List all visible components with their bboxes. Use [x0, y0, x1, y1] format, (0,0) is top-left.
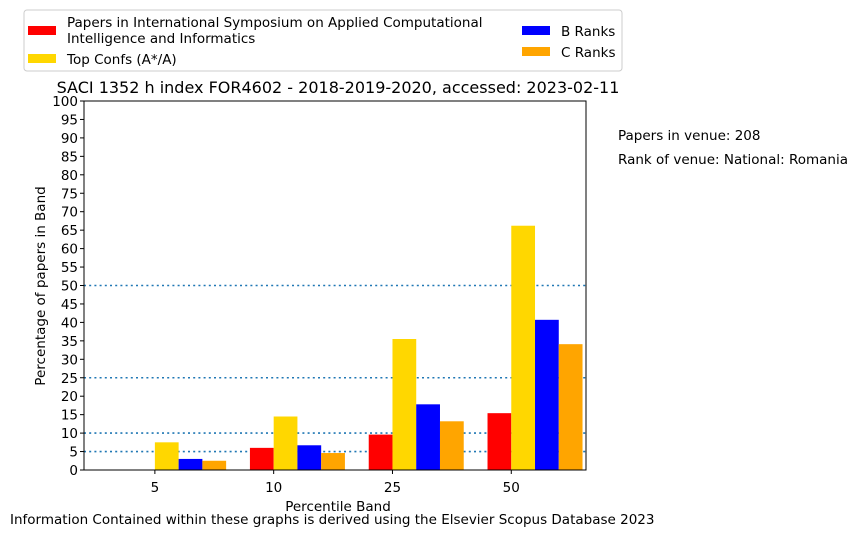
y-tick-label: 75: [61, 186, 78, 202]
y-tick-label: 35: [61, 334, 78, 350]
legend-label-c: C Ranks: [561, 45, 615, 61]
y-tick-label: 40: [61, 315, 78, 331]
y-tick-label: 95: [61, 112, 78, 128]
bar-venue-25: [368, 434, 393, 470]
bar-venue-50: [487, 413, 512, 470]
y-tick-label: 10: [61, 426, 78, 442]
bar-top-25: [392, 339, 417, 470]
bar-b-5: [178, 458, 203, 470]
y-tick-label: 50: [61, 279, 78, 295]
y-tick-label: 85: [61, 149, 78, 165]
y-tick-label: 20: [61, 389, 78, 405]
legend-swatch-top: [28, 54, 56, 63]
y-tick-label: 90: [61, 131, 78, 147]
x-tick-label: 5: [151, 480, 160, 496]
legend-label-venue-line2: Intelligence and Informatics: [67, 31, 255, 47]
bar-c-5: [202, 460, 227, 470]
y-tick-label: 55: [61, 260, 78, 276]
bar-venue-10: [249, 447, 274, 470]
y-tick-label: 65: [61, 223, 78, 239]
source-footer: Information Contained within these graph…: [10, 512, 654, 528]
bar-c-25: [439, 421, 464, 470]
y-tick-label: 70: [61, 205, 78, 221]
x-axis-label: Percentile Band: [285, 499, 391, 515]
bar-b-25: [416, 404, 440, 470]
y-tick-label: 5: [69, 445, 78, 461]
y-tick-label: 45: [61, 297, 78, 313]
y-tick-label: 25: [61, 371, 78, 387]
x-tick-label: 50: [503, 480, 520, 496]
y-tick-label: 30: [61, 352, 78, 368]
bar-top-5: [154, 442, 179, 470]
bar-top-10: [273, 416, 298, 470]
venue-rank-note: Rank of venue: National: Romania: [618, 152, 848, 168]
x-axis-ticks: 5 10 25 50: [151, 470, 520, 496]
y-tick-label: 0: [69, 463, 78, 479]
y-axis-label: Percentage of papers in Band: [33, 186, 49, 385]
x-tick-label: 25: [384, 480, 401, 496]
legend-label-b: B Ranks: [561, 24, 615, 40]
bar-b-10: [297, 445, 322, 470]
legend-swatch-venue: [28, 26, 56, 35]
legend: Papers in International Symposium on App…: [23, 9, 623, 72]
legend-label-top: Top Confs (A*/A): [66, 52, 177, 68]
y-tick-label: 80: [61, 168, 78, 184]
chart-title: SACI 1352 h index FOR4602 - 2018-2019-20…: [57, 78, 620, 97]
y-tick-label: 100: [52, 94, 78, 110]
bar-c-10: [321, 453, 345, 470]
legend-label-venue-line1: Papers in International Symposium on App…: [67, 15, 483, 31]
legend-swatch-c: [522, 47, 550, 56]
y-tick-label: 60: [61, 242, 78, 258]
bar-top-50: [511, 225, 536, 470]
papers-in-venue-note: Papers in venue: 208: [618, 128, 760, 144]
legend-frame: [23, 9, 623, 72]
bars: [154, 225, 583, 470]
x-tick-label: 10: [265, 480, 282, 496]
bar-c-50: [558, 344, 583, 470]
bar-b-50: [535, 319, 559, 470]
y-tick-label: 15: [61, 408, 78, 424]
legend-swatch-b: [522, 26, 550, 35]
y-axis-ticks: 0 5 10 15 20 25 30 35 40 45 50 55 60 65 70 75 80 85 90 95 10…: [52, 94, 84, 479]
